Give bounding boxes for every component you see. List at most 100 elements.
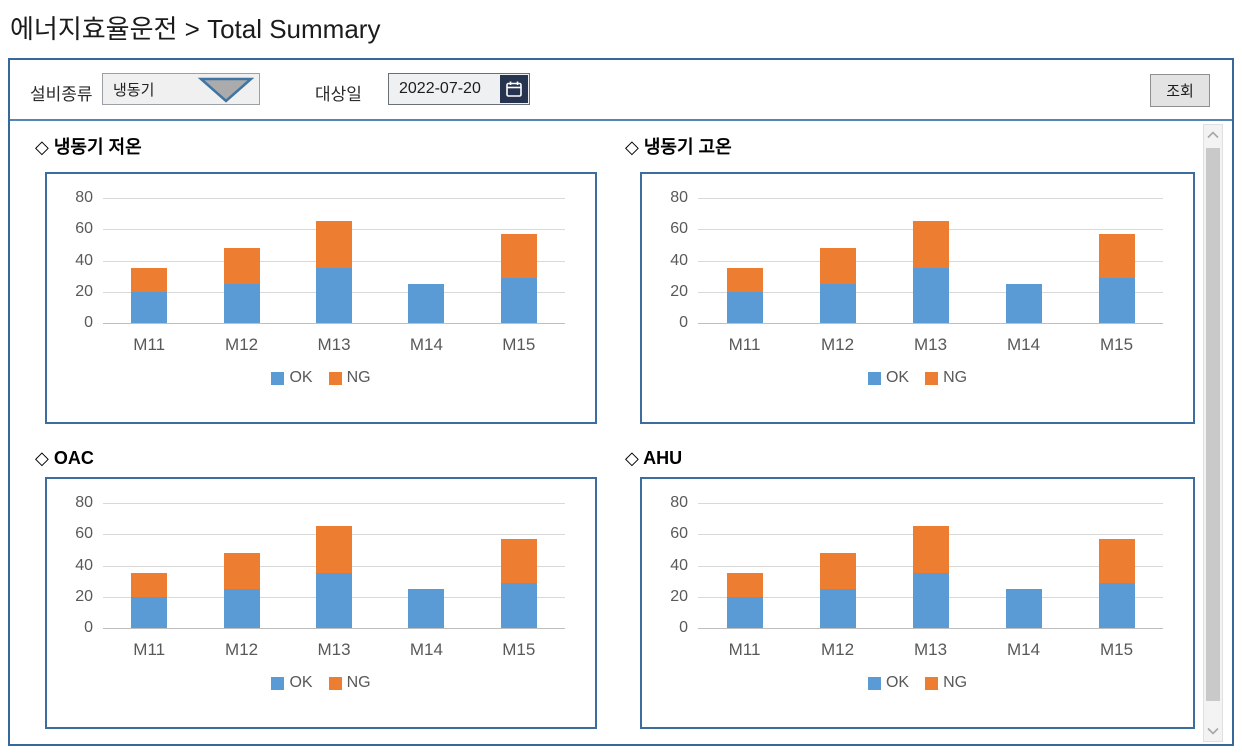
scrollbar-chevron-up-icon[interactable] [1204, 125, 1222, 145]
bar-M13-ng [912, 526, 949, 574]
y-tick-label-60: 60 [670, 220, 688, 238]
scrollbar-thumb[interactable] [1206, 148, 1220, 701]
bar-M15-ok [1098, 582, 1135, 628]
y-tick-label-20: 20 [75, 282, 93, 300]
legend-item-ng: NG [328, 674, 371, 692]
gridline-80 [698, 503, 1163, 504]
x-tick-label-M12: M12 [225, 335, 259, 354]
y-tick-label-20: 20 [670, 587, 688, 605]
bar-M13-ng [316, 526, 352, 574]
target-date-field[interactable]: 2022-07-20 [388, 73, 530, 105]
y-tick-label-20: 20 [670, 282, 688, 300]
legend-swatch-ng [328, 371, 342, 385]
y-tick-label-60: 60 [75, 220, 93, 238]
y-tick-label-80: 80 [670, 494, 688, 511]
y-tick-label-60: 60 [75, 525, 93, 543]
bar-M12-ok [819, 283, 856, 323]
gridline-0 [103, 323, 565, 324]
x-tick-label-M15: M15 [1099, 335, 1134, 354]
y-tick-label-60: 60 [670, 525, 688, 543]
chart-oac: 0 20 40 60 80 M11 M12 M13 M14 M15 OK NG [45, 477, 597, 729]
x-tick-label-M12: M12 [820, 335, 855, 354]
x-tick-label-M12: M12 [820, 640, 855, 659]
gridline-0 [103, 628, 565, 629]
chart-title-oac: ◇ OAC [35, 448, 94, 468]
search-button[interactable]: 조회 [1150, 74, 1210, 107]
chart-title-high-temp: ◇ 냉동기 고온 [625, 137, 732, 157]
x-tick-label-M15: M15 [1099, 640, 1134, 659]
legend-label-ok: OK [289, 674, 313, 691]
vertical-scrollbar[interactable] [1203, 124, 1223, 742]
bar-M15-ng [500, 538, 537, 583]
legend-swatch-ng [328, 676, 342, 690]
y-tick-label-0: 0 [679, 314, 688, 331]
breadcrumb-page-title: 에너지효율운전 > Total Summary [10, 14, 381, 44]
chart-title-ahu: ◇ AHU [625, 448, 683, 468]
x-tick-label-M15: M15 [502, 335, 536, 354]
chart-high-temp: 0 20 40 60 80 M11 M12 M13 M14 M15 OK NG [640, 172, 1195, 424]
bar-M11-ng [726, 573, 763, 597]
gridline-80 [103, 198, 565, 199]
legend-label-ng: NG [346, 369, 371, 386]
x-tick-label-M13: M13 [317, 640, 351, 659]
legend-label-ok: OK [885, 674, 910, 691]
gridline-80 [103, 503, 565, 504]
gridline-80 [698, 198, 1163, 199]
legend-swatch-ok [271, 676, 285, 690]
chart-ahu: 0 20 40 60 80 M11 M12 M13 M14 M15 OK NG [640, 477, 1195, 729]
x-tick-label-M11: M11 [728, 640, 761, 659]
x-tick-label-M14: M14 [409, 640, 443, 659]
bar-M12-ng [223, 553, 260, 589]
bar-M12-ok [223, 283, 260, 323]
bar-M11-ok [131, 596, 168, 628]
calendar-icon[interactable] [500, 75, 528, 103]
y-tick-label-0: 0 [84, 619, 93, 636]
y-tick-label-40: 40 [670, 556, 688, 574]
bar-M11-ng [131, 268, 168, 292]
chart-legend: OK NG [642, 369, 1193, 387]
bar-M13-ng [316, 221, 352, 269]
x-tick-label-M11: M11 [133, 640, 166, 659]
legend-swatch-ok [867, 676, 881, 690]
legend-item-ng: NG [925, 369, 967, 387]
equipment-type-label: 설비종류 [30, 85, 93, 104]
y-tick-label-0: 0 [84, 314, 93, 331]
y-tick-label-80: 80 [75, 189, 93, 206]
y-tick-label-40: 40 [670, 251, 688, 269]
y-tick-label-80: 80 [75, 494, 93, 511]
filter-bar: 설비종류 냉동기 대상일 2022-07-20 조회 [10, 60, 1232, 121]
legend-label-ok: OK [885, 369, 910, 386]
legend-label-ok: OK [289, 369, 313, 386]
x-tick-label-M12: M12 [225, 640, 259, 659]
y-tick-label-80: 80 [670, 189, 688, 206]
bar-M12-ok [223, 588, 260, 628]
x-tick-label-M15: M15 [502, 640, 536, 659]
x-tick-label-M13: M13 [913, 335, 948, 354]
legend-item-ng: NG [925, 674, 967, 692]
legend-item-ok: OK [867, 369, 910, 387]
bar-M15-ng [1098, 538, 1135, 583]
bar-M11-ok [131, 291, 168, 323]
bar-M14-ok [1005, 283, 1042, 323]
bar-M13-ok [912, 573, 949, 628]
legend-swatch-ok [271, 371, 285, 385]
bar-M12-ng [819, 553, 856, 589]
scrollbar-chevron-down-icon[interactable] [1204, 721, 1222, 741]
x-tick-label-M14: M14 [1006, 640, 1041, 659]
equipment-type-dropdown[interactable]: 냉동기 [102, 73, 260, 105]
x-tick-label-M11: M11 [728, 335, 761, 354]
filter-separator [10, 119, 1232, 121]
legend-item-ng: NG [328, 369, 371, 387]
chart-title-low-temp: ◇ 냉동기 저온 [35, 137, 142, 157]
target-date-label: 대상일 [315, 85, 362, 104]
content-panel: 설비종류 냉동기 대상일 2022-07-20 조회 [8, 58, 1234, 746]
bar-M15-ok [500, 277, 537, 323]
chart-legend: OK NG [642, 674, 1193, 692]
legend-item-ok: OK [271, 674, 313, 692]
bar-M11-ng [131, 573, 168, 597]
bar-M13-ng [912, 221, 949, 269]
bar-M12-ng [223, 248, 260, 284]
y-tick-label-40: 40 [75, 251, 93, 269]
bar-M15-ng [1098, 233, 1135, 278]
chart-low-temp: 0 20 40 60 80 M11 M12 M13 M14 M15 OK NG [45, 172, 597, 424]
